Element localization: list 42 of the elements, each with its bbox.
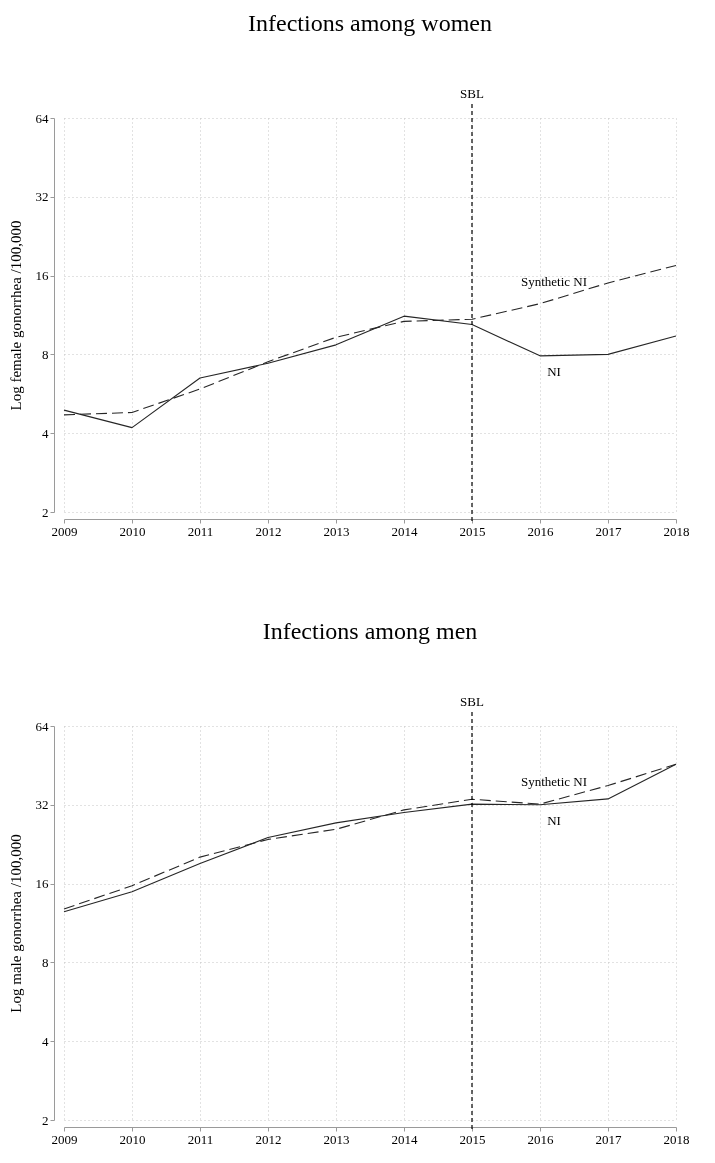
x-tick-label: 2009 <box>51 523 78 539</box>
y-tick-label: 2 <box>42 504 49 520</box>
x-tick-label: 2016 <box>527 1131 554 1147</box>
x-tick-label: 2015 <box>459 523 486 539</box>
series-label: Synthetic NI <box>520 273 588 289</box>
x-tick-label: 2016 <box>527 523 554 539</box>
x-tick-label: 2017 <box>595 1131 622 1147</box>
chart-title: Infections among women <box>248 10 492 36</box>
x-tick-label: 2012 <box>255 523 282 539</box>
series-label: Synthetic NI <box>520 774 588 790</box>
series-label: NI <box>547 812 561 828</box>
x-tick-label: 2014 <box>391 1131 418 1147</box>
x-tick-label: 2015 <box>459 1131 486 1147</box>
y-tick-label: 16 <box>35 268 49 284</box>
x-tick-label: 2010 <box>119 1131 146 1147</box>
x-tick-label: 2012 <box>255 1131 282 1147</box>
y-axis-title: Log male gonorrhea /100,000 <box>7 834 24 1013</box>
y-tick-label: 32 <box>35 189 49 205</box>
chart-title: Infections among men <box>262 618 478 644</box>
ref-line-label: SBL <box>460 86 484 101</box>
y-tick-label: 4 <box>42 1033 49 1049</box>
x-tick-label: 2013 <box>323 523 350 539</box>
x-tick-label: 2018 <box>663 1131 690 1147</box>
series-label: NI <box>547 363 561 379</box>
y-tick-label: 64 <box>35 718 49 734</box>
y-tick-label: 2 <box>42 1112 49 1128</box>
x-tick-label: 2011 <box>187 1131 214 1147</box>
x-tick-label: 2017 <box>595 523 622 539</box>
y-tick-label: 16 <box>35 876 49 892</box>
y-tick-label: 8 <box>42 954 49 970</box>
x-tick-label: 2013 <box>323 1131 350 1147</box>
y-tick-label: 32 <box>35 797 49 813</box>
x-tick-label: 2014 <box>391 523 418 539</box>
x-tick-label: 2009 <box>51 1131 78 1147</box>
y-tick-label: 4 <box>42 425 49 441</box>
x-tick-label: 2010 <box>119 523 146 539</box>
y-tick-label: 8 <box>42 346 49 362</box>
y-tick-label: 64 <box>35 110 49 126</box>
y-axis-title: Log female gonorrhea /100,000 <box>7 220 24 411</box>
x-tick-label: 2011 <box>187 523 214 539</box>
x-tick-label: 2018 <box>663 523 690 539</box>
ref-line-label: SBL <box>460 694 484 709</box>
